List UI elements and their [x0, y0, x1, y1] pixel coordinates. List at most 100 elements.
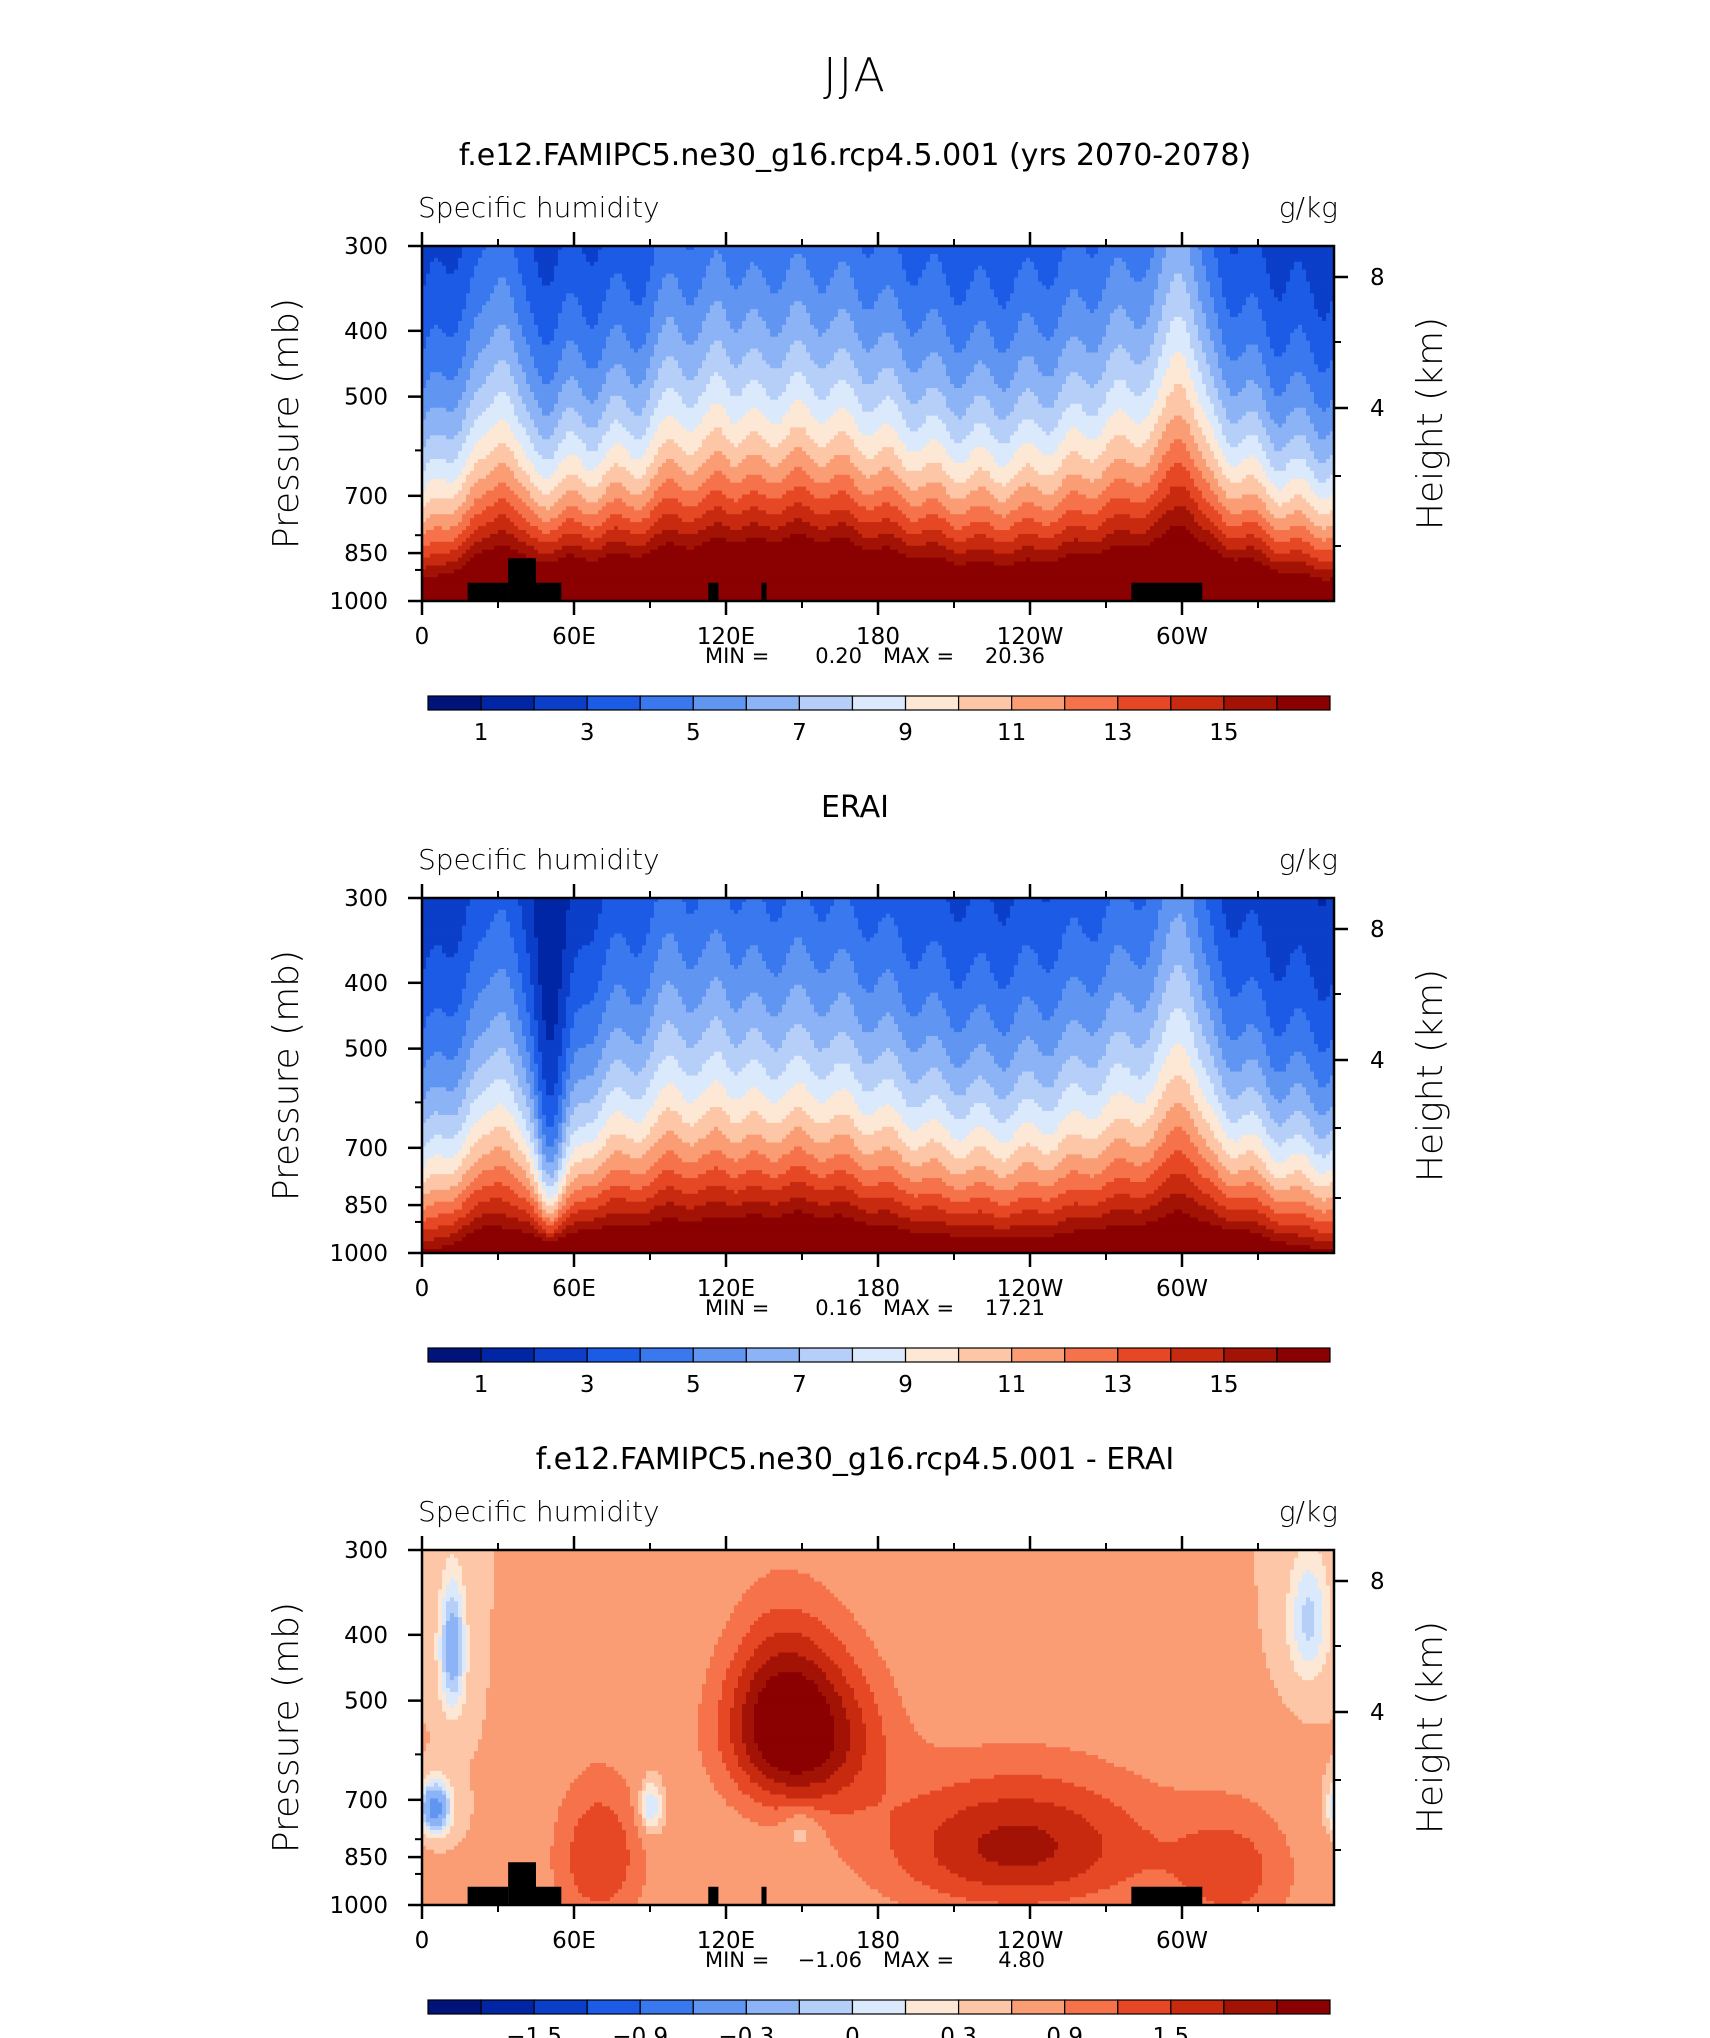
- contour-cell: [1074, 258, 1079, 263]
- contour-cell: [970, 250, 975, 255]
- contour-cell: [482, 258, 487, 263]
- contour-cell: [1022, 270, 1027, 275]
- contour-cell: [1230, 270, 1235, 275]
- contour-cell: [1214, 254, 1219, 259]
- contour-cell: [734, 274, 739, 279]
- contour-cell: [510, 266, 515, 271]
- contour-cell: [450, 250, 455, 255]
- contour-cell: [910, 254, 915, 259]
- contour-cell: [982, 250, 987, 255]
- contour-cell: [798, 262, 803, 267]
- contour-cell: [890, 266, 895, 271]
- contour-cell: [450, 266, 455, 271]
- contour-cell: [710, 270, 715, 275]
- contour-cell: [558, 270, 563, 275]
- contour-cell: [954, 250, 959, 255]
- contour-cell: [586, 270, 591, 275]
- contour-cell: [1274, 266, 1279, 271]
- contour-cell: [1042, 250, 1047, 255]
- contour-cell: [590, 266, 595, 271]
- contour-cell: [1154, 262, 1159, 267]
- contour-cell: [702, 266, 707, 271]
- contour-cell: [1202, 270, 1207, 275]
- contour-cell: [1250, 250, 1255, 255]
- contour-cell: [1038, 254, 1043, 259]
- contour-cell: [886, 274, 891, 279]
- contour-cell: [658, 270, 663, 275]
- contour-cell: [1262, 270, 1267, 275]
- contour-cell: [842, 270, 847, 275]
- contour-cell: [802, 266, 807, 271]
- contour-cell: [662, 262, 667, 267]
- contour-cell: [746, 262, 751, 267]
- contour-cell: [726, 250, 731, 255]
- contour-cell: [698, 266, 703, 271]
- contour-cell: [778, 270, 783, 275]
- contour-cell: [654, 262, 659, 267]
- contour-cell: [446, 266, 451, 271]
- contour-cell: [1154, 258, 1159, 263]
- contour-cell: [830, 274, 835, 279]
- contour-cell: [762, 274, 767, 279]
- contour-cell: [1326, 254, 1331, 259]
- contour-cell: [1006, 270, 1011, 275]
- contour-cell: [678, 262, 683, 267]
- contour-cell: [658, 258, 663, 263]
- contour-cell: [582, 274, 587, 279]
- contour-cell: [834, 266, 839, 271]
- contour-cell: [854, 266, 859, 271]
- contour-cell: [714, 266, 719, 271]
- contour-cell: [786, 266, 791, 271]
- contour-cell: [506, 254, 511, 259]
- contour-cell: [822, 270, 827, 275]
- contour-cell: [622, 258, 627, 263]
- contour-cell: [1294, 262, 1299, 267]
- contour-cell: [426, 262, 431, 267]
- contour-cell: [1078, 262, 1083, 267]
- contour-cell: [522, 274, 527, 279]
- contour-cell: [1054, 262, 1059, 267]
- contour-cell: [490, 254, 495, 259]
- contour-cell: [962, 262, 967, 267]
- contour-cell: [1298, 250, 1303, 255]
- contour-cell: [658, 262, 663, 267]
- contour-cell: [1326, 258, 1331, 263]
- contour-cell: [482, 250, 487, 255]
- contour-cell: [626, 250, 631, 255]
- contour-cell: [594, 262, 599, 267]
- contour-cell: [886, 266, 891, 271]
- contour-cell: [534, 250, 539, 255]
- contour-cell: [434, 254, 439, 259]
- contour-cell: [950, 250, 955, 255]
- contour-cell: [826, 254, 831, 259]
- contour-cell: [794, 262, 799, 267]
- contour-cell: [1086, 254, 1091, 259]
- contour-cell: [1058, 254, 1063, 259]
- contour-cell: [694, 270, 699, 275]
- contour-cell: [1274, 254, 1279, 259]
- contour-cell: [470, 254, 475, 259]
- contour-cell: [902, 262, 907, 267]
- contour-cell: [506, 262, 511, 267]
- contour-cell: [1194, 250, 1199, 255]
- contour-cell: [1166, 266, 1171, 271]
- contour-cell: [646, 274, 651, 279]
- contour-cell: [490, 262, 495, 267]
- contour-cell: [662, 258, 667, 263]
- contour-cell: [1314, 266, 1319, 271]
- contour-cell: [562, 266, 567, 271]
- contour-cell: [646, 258, 651, 263]
- contour-cell: [474, 258, 479, 263]
- contour-cell: [1258, 250, 1263, 255]
- contour-cell: [926, 254, 931, 259]
- contour-cell: [1306, 262, 1311, 267]
- contour-cell: [738, 266, 743, 271]
- contour-cell: [730, 274, 735, 279]
- contour-cell: [986, 262, 991, 267]
- contour-cell: [846, 270, 851, 275]
- contour-cell: [1278, 262, 1283, 267]
- contour-cell: [1314, 270, 1319, 275]
- contour-cell: [462, 270, 467, 275]
- contour-cell: [442, 274, 447, 279]
- contour-cell: [702, 250, 707, 255]
